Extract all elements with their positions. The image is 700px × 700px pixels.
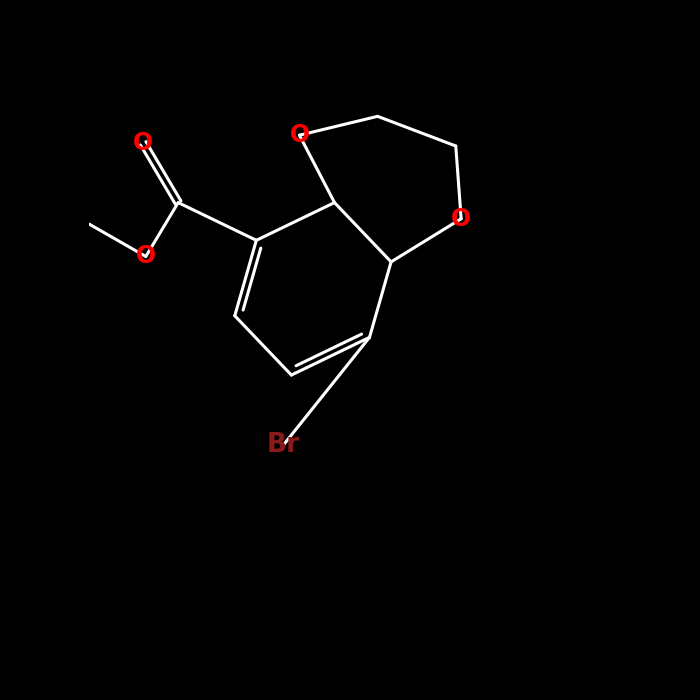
Text: O: O: [289, 123, 309, 147]
Text: Br: Br: [267, 432, 300, 458]
Text: O: O: [136, 244, 156, 269]
Text: O: O: [451, 206, 471, 231]
Text: O: O: [133, 132, 153, 155]
